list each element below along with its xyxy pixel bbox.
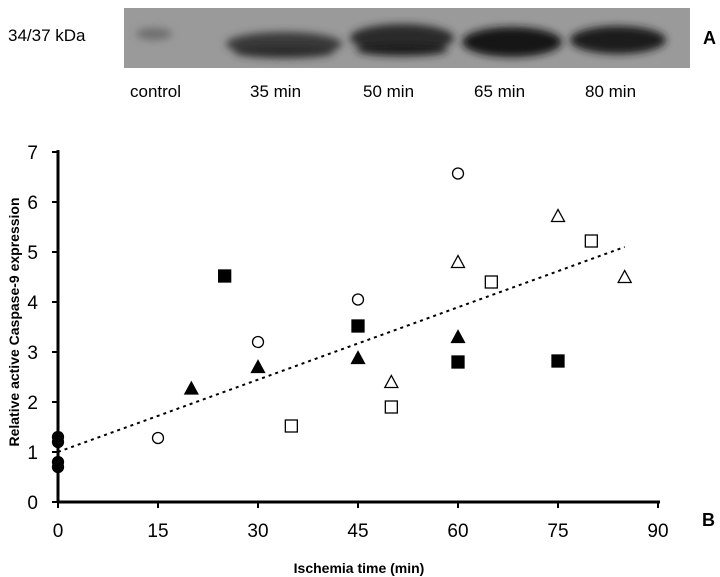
data-point-filled-square	[218, 269, 232, 283]
data-point-filled-triangle	[183, 380, 199, 395]
y-tick-label: 5	[27, 243, 38, 264]
panel-letter-b: B	[702, 510, 715, 530]
y-tick-label: 7	[27, 143, 38, 164]
data-point-filled-square	[551, 354, 565, 368]
x-tick-label: 90	[647, 521, 668, 542]
data-point-filled-circle	[51, 435, 65, 449]
lane-label-65-min: 65 min	[474, 82, 526, 101]
band-size-label: 34/37 kDa	[8, 26, 86, 45]
y-tick-label: 4	[27, 293, 38, 314]
lane-label-80-min: 80 min	[585, 82, 637, 101]
lane-label-control: control	[130, 82, 182, 101]
y-tick-label: 0	[27, 493, 38, 514]
y-axis-label: Relative active Caspase-9 expression	[6, 197, 22, 446]
data-point-open-square	[484, 275, 498, 289]
data-point-open-square	[384, 400, 398, 414]
x-tick-label: 75	[547, 521, 568, 542]
data-point-open-triangle	[450, 254, 466, 269]
data-point-open-circle	[351, 293, 365, 306]
x-tick-label: 60	[447, 521, 468, 542]
data-point-filled-circle	[51, 460, 65, 474]
data-point-open-triangle	[550, 208, 566, 223]
data-point-open-square	[584, 234, 598, 248]
data-point-filled-square	[351, 319, 365, 333]
lane-label-35-min: 35 min	[250, 82, 302, 101]
x-tick-label: 0	[53, 521, 64, 542]
trendline-path	[57, 246, 626, 453]
data-point-filled-triangle	[450, 329, 466, 344]
x-tick-label: 30	[247, 521, 268, 542]
x-axis-label: Ischemia time (min)	[294, 560, 425, 576]
y-tick-label: 6	[27, 193, 38, 214]
data-point-open-circle	[151, 431, 165, 445]
data-point-filled-square	[451, 355, 465, 369]
data-point-open-triangle	[383, 374, 399, 389]
data-points	[51, 167, 633, 474]
y-tick-label: 3	[27, 343, 38, 364]
data-point-open-square	[284, 419, 298, 433]
data-point-open-circle	[251, 335, 265, 349]
axes	[52, 150, 660, 508]
data-point-open-circle	[451, 167, 465, 180]
x-tick-label: 45	[347, 521, 368, 542]
x-tick-label: 15	[147, 521, 168, 542]
panel-letter-a: A	[703, 28, 716, 48]
data-point-open-triangle	[617, 269, 633, 284]
data-point-filled-triangle	[250, 359, 266, 374]
y-tick-label: 1	[27, 443, 38, 464]
y-tick-label: 2	[27, 393, 38, 414]
data-point-filled-triangle	[350, 350, 366, 365]
western-blot-image	[124, 8, 690, 68]
trendline	[57, 246, 626, 453]
lane-label-50-min: 50 min	[363, 82, 415, 101]
